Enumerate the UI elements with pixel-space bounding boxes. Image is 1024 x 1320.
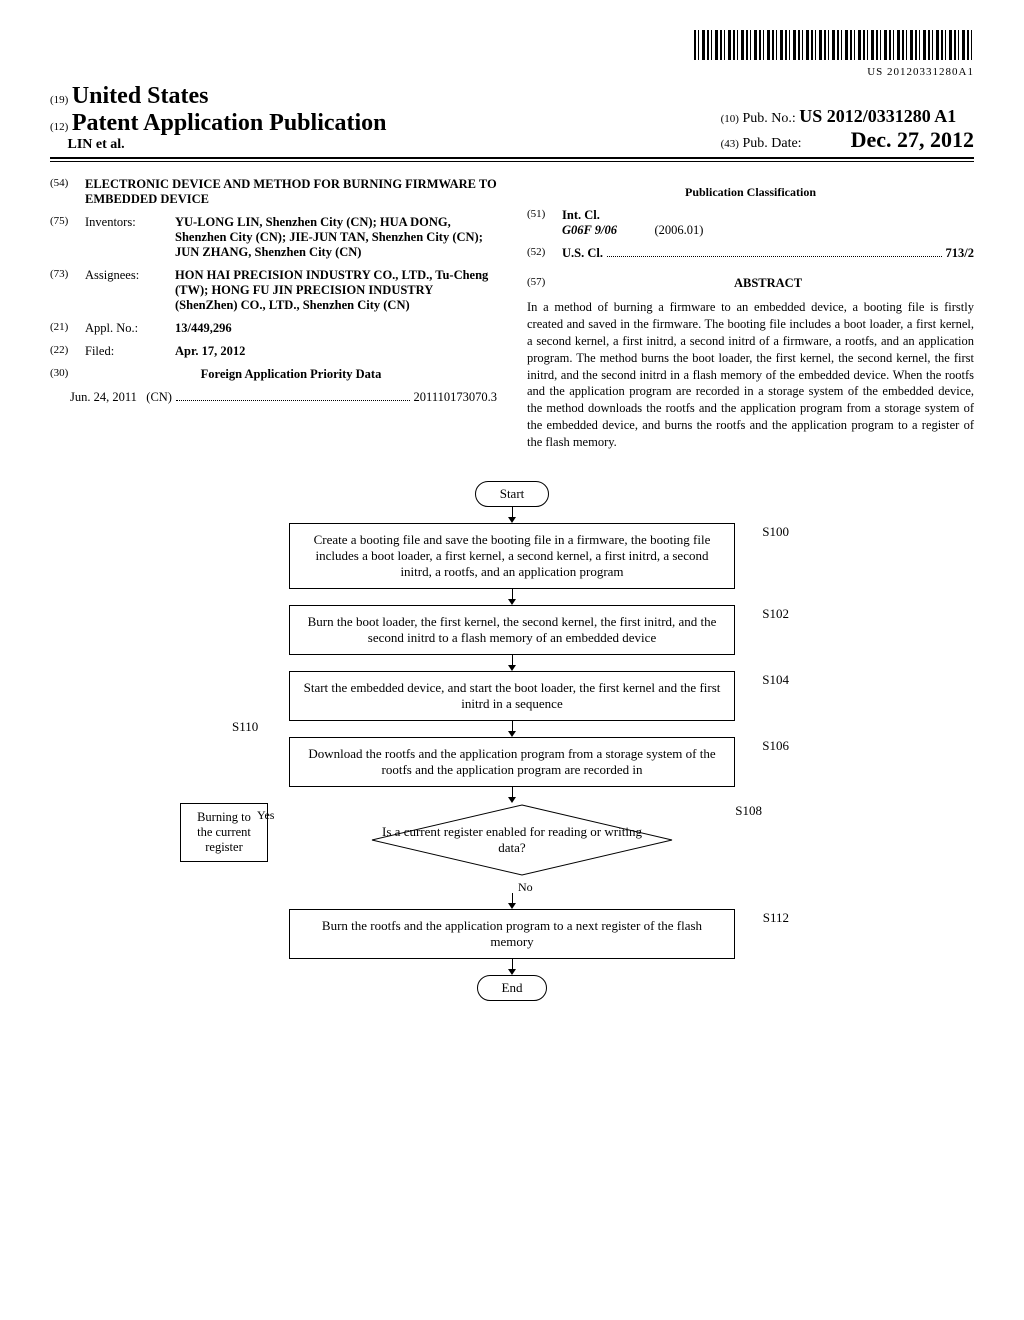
barcode-text: US 20120331280A1	[50, 66, 974, 78]
header-right: (10) Pub. No.: US 2012/0331280 A1 (43) P…	[721, 106, 974, 153]
country: United States	[72, 83, 209, 109]
publication-date: Dec. 27, 2012	[851, 127, 974, 152]
abstract-text: In a method of burning a firmware to an …	[527, 299, 974, 451]
code-21: (21)	[50, 321, 85, 336]
classification-title: Publication Classification	[527, 185, 974, 200]
flowchart: Start Create a booting file and save the…	[202, 481, 822, 1001]
fc-s106-text: Download the rootfs and the application …	[308, 746, 715, 777]
field-73: (73) Assignees: HON HAI PRECISION INDUST…	[50, 268, 497, 313]
field-57: (57) ABSTRACT	[527, 276, 974, 291]
field-22: (22) Filed: Apr. 17, 2012	[50, 344, 497, 359]
arrow-icon	[302, 589, 722, 605]
arrow-icon	[302, 959, 722, 975]
fc-s108-label: S108	[735, 803, 762, 819]
publication-type: Patent Application Publication	[72, 110, 387, 136]
code-51: (51)	[527, 208, 562, 238]
code-22: (22)	[50, 344, 85, 359]
field-52: (52) U.S. Cl. 713/2	[527, 246, 974, 261]
priority-date: Jun. 24, 2011	[70, 390, 137, 405]
fc-s112-text: Burn the rootfs and the application prog…	[322, 918, 702, 949]
intcl-year: (2006.01)	[655, 223, 704, 237]
fc-decision-s108: Burning to the current register Yes Is a…	[202, 803, 822, 893]
fc-step-s102: Burn the boot loader, the first kernel, …	[289, 605, 735, 655]
pubdate-label: Pub. Date:	[742, 136, 801, 151]
code-10: (10)	[721, 113, 739, 125]
header-left: (19) United States (12) Patent Applicati…	[50, 83, 387, 153]
inventors: YU-LONG LIN, Shenzhen City (CN); HUA DON…	[175, 215, 497, 260]
biblio-columns: (54) ELECTRONIC DEVICE AND METHOD FOR BU…	[50, 177, 974, 451]
uscl-label: U.S. Cl.	[562, 246, 603, 261]
fc-s108-text: Is a current register enabled for readin…	[382, 824, 642, 856]
field-21: (21) Appl. No.: 13/449,296	[50, 321, 497, 336]
fc-s110-text: Burning to the current register	[197, 810, 251, 854]
arrow-icon	[302, 507, 722, 523]
dots-leader	[176, 390, 410, 401]
fc-start: Start	[475, 481, 550, 507]
intcl-class: G06F 9/06	[562, 223, 617, 237]
fc-s106-label: S106	[762, 738, 789, 754]
fc-step-s100: Create a booting file and save the booti…	[289, 523, 735, 589]
arrow-icon	[302, 721, 722, 737]
abstract-title: ABSTRACT	[562, 276, 974, 291]
inventors-label: Inventors:	[85, 215, 175, 260]
arrow-icon	[302, 655, 722, 671]
intcl-label: Int. Cl.	[562, 208, 974, 223]
invention-title: ELECTRONIC DEVICE AND METHOD FOR BURNING…	[85, 177, 497, 207]
fc-s100-text: Create a booting file and save the booti…	[314, 532, 711, 579]
code-54: (54)	[50, 177, 85, 207]
arrow-icon	[302, 787, 722, 803]
fc-end: End	[477, 975, 548, 1001]
assignees-label: Assignees:	[85, 268, 175, 313]
arrow-icon	[302, 893, 722, 909]
fc-s102-text: Burn the boot loader, the first kernel, …	[308, 614, 717, 645]
fc-s102-label: S102	[762, 606, 789, 622]
assignees: HON HAI PRECISION INDUSTRY CO., LTD., Tu…	[175, 268, 497, 313]
fc-yes-label: Yes	[257, 808, 274, 823]
fc-s100-label: S100	[762, 524, 789, 540]
code-75: (75)	[50, 215, 85, 260]
priority-number: 201110173070.3	[414, 390, 497, 405]
fc-step-s106: Download the rootfs and the application …	[289, 737, 735, 787]
header: (19) United States (12) Patent Applicati…	[50, 83, 974, 159]
pubno-label: Pub. No.:	[742, 111, 795, 126]
field-75: (75) Inventors: YU-LONG LIN, Shenzhen Ci…	[50, 215, 497, 260]
foreign-priority-title: Foreign Application Priority Data	[85, 367, 497, 382]
uscl-value: 713/2	[946, 246, 974, 261]
code-73: (73)	[50, 268, 85, 313]
priority-country: (CN)	[146, 390, 172, 405]
fc-s112-label: S112	[763, 910, 789, 926]
applno-label: Appl. No.:	[85, 321, 175, 336]
code-30: (30)	[50, 367, 85, 382]
priority-row: Jun. 24, 2011 (CN) 201110173070.3	[50, 390, 497, 405]
filed-date: Apr. 17, 2012	[175, 344, 497, 359]
fc-s104-label: S104	[762, 672, 789, 688]
field-30: (30) Foreign Application Priority Data	[50, 367, 497, 382]
fc-step-s110: Burning to the current register	[180, 803, 268, 862]
field-51: (51) Int. Cl. G06F 9/06 (2006.01)	[527, 208, 974, 238]
fc-s110-label: S110	[232, 719, 258, 735]
authors: LIN et al.	[68, 137, 125, 152]
fc-step-s112: Burn the rootfs and the application prog…	[289, 909, 735, 959]
dots-leader-2	[607, 246, 942, 257]
application-number: 13/449,296	[175, 321, 497, 336]
barcode-graphic	[694, 30, 974, 60]
left-column: (54) ELECTRONIC DEVICE AND METHOD FOR BU…	[50, 177, 497, 451]
field-54: (54) ELECTRONIC DEVICE AND METHOD FOR BU…	[50, 177, 497, 207]
barcode-area: US 20120331280A1	[50, 30, 974, 78]
code-43: (43)	[721, 138, 739, 150]
code-57: (57)	[527, 276, 562, 291]
right-column: Publication Classification (51) Int. Cl.…	[527, 177, 974, 451]
code-52: (52)	[527, 246, 562, 261]
code-19: (19)	[50, 94, 68, 106]
fc-step-s104: Start the embedded device, and start the…	[289, 671, 735, 721]
filed-label: Filed:	[85, 344, 175, 359]
fc-s104-text: Start the embedded device, and start the…	[304, 680, 721, 711]
code-12: (12)	[50, 121, 68, 133]
publication-number: US 2012/0331280 A1	[799, 106, 956, 126]
